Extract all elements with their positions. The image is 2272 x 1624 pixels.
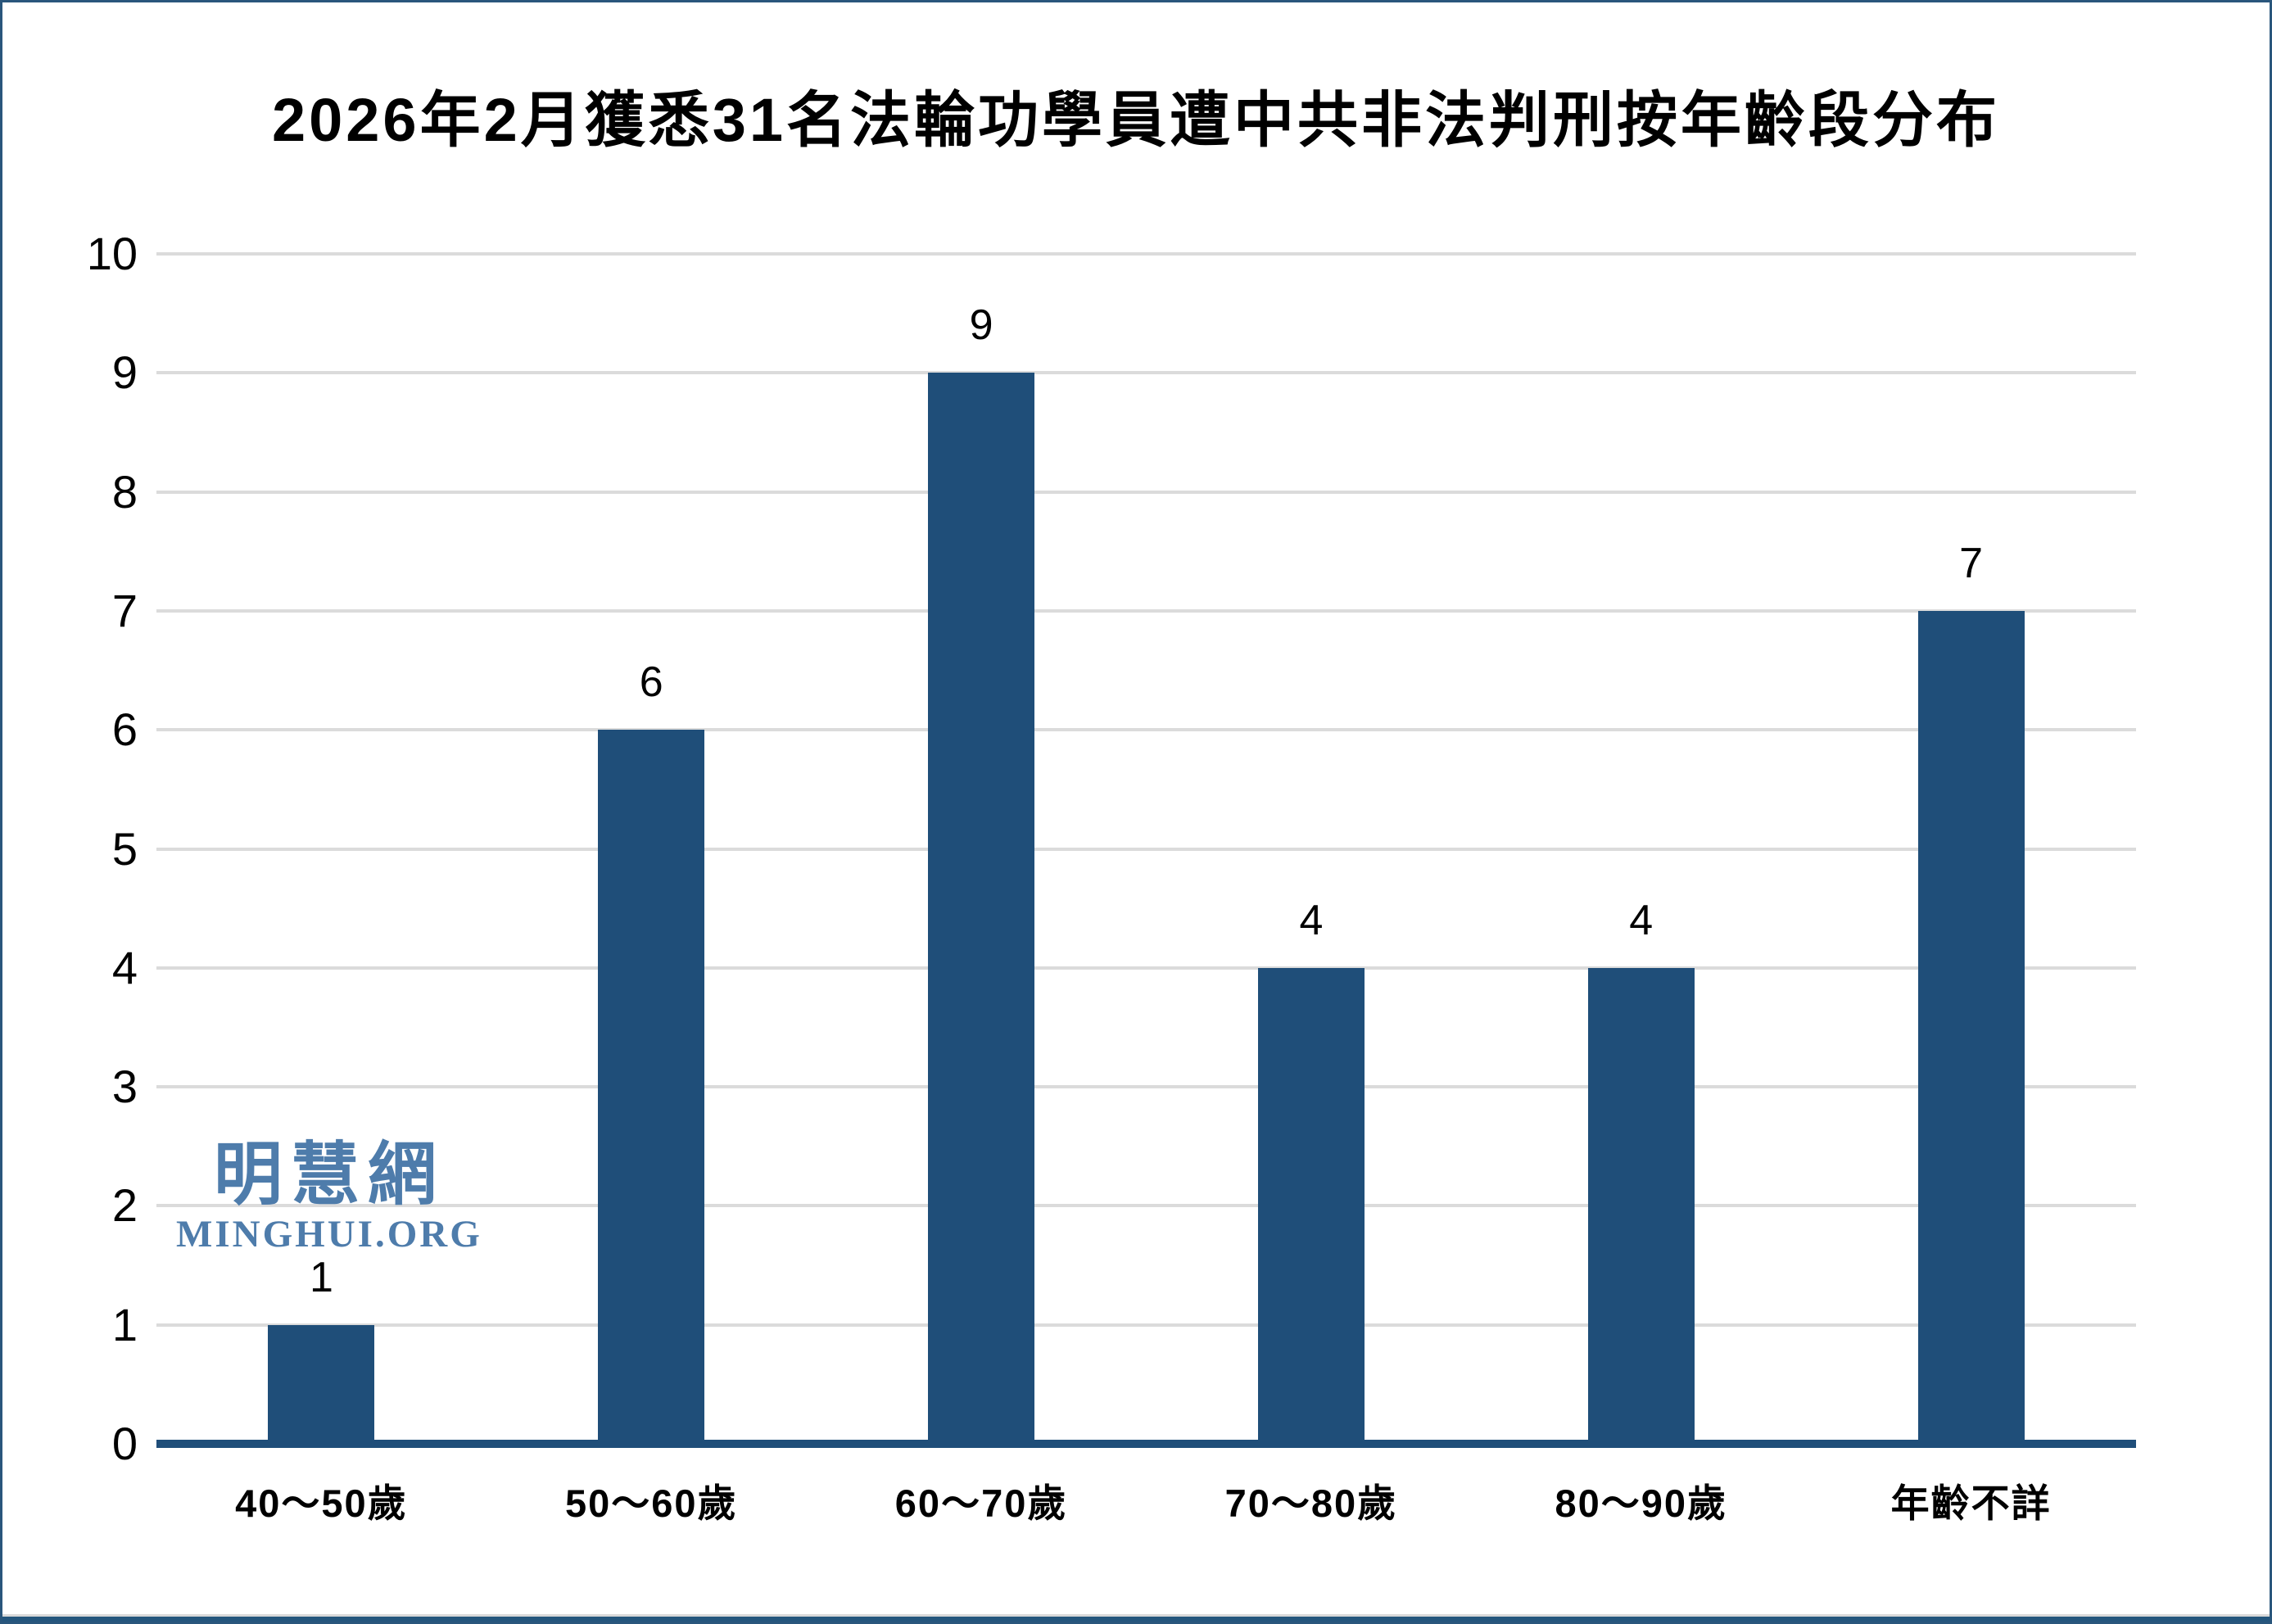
y-tick-label-7: 7 [111, 584, 138, 636]
y-tick-label-5: 5 [111, 822, 138, 875]
plot-area: 1 6 9 4 4 7 [156, 252, 2136, 1448]
y-tick-label-9: 9 [111, 346, 138, 399]
y-tick-label-3: 3 [111, 1061, 138, 1113]
bar-value-label-70～80歲: 4 [1299, 896, 1324, 944]
minghui-watermark: 明慧網 MINGHUI.ORG [176, 1138, 482, 1255]
gridline-y-9 [156, 371, 2136, 375]
gridline-y-5 [156, 847, 2136, 851]
watermark-latin-text: MINGHUI.ORG [176, 1213, 482, 1255]
bar-年齡不詳 [1917, 610, 2025, 1444]
bar-80～90歲 [1587, 967, 1695, 1444]
gridline-y-8 [156, 490, 2136, 494]
y-tick-label-2: 2 [111, 1179, 138, 1232]
x-tick-label-70～80歲: 70～80歲 [1224, 1482, 1398, 1525]
x-tick-label-50～60歲: 50～60歲 [564, 1482, 738, 1525]
x-tick-label-80～90歲: 80～90歲 [1555, 1482, 1728, 1525]
gridline-y-3 [156, 1085, 2136, 1089]
y-tick-label-1: 1 [111, 1298, 138, 1350]
gridline-y-4 [156, 966, 2136, 970]
gridline-y-1 [156, 1323, 2136, 1327]
bar-40～50歲 [268, 1324, 375, 1444]
y-tick-label-4: 4 [111, 941, 138, 993]
bar-value-label-50～60歲: 6 [639, 658, 663, 707]
x-axis-baseline [156, 1440, 2136, 1448]
x-tick-label-年齡不詳: 年齡不詳 [1890, 1482, 2052, 1525]
bar-value-label-年齡不詳: 7 [1959, 539, 1984, 587]
bar-50～60歲 [598, 730, 705, 1444]
gridline-y-10 [156, 252, 2136, 256]
bar-70～80歲 [1257, 967, 1365, 1444]
x-tick-label-40～50歲: 40～50歲 [235, 1482, 408, 1525]
gridline-y-6 [156, 728, 2136, 732]
bar-value-label-40～50歲: 1 [309, 1253, 333, 1301]
x-tick-label-60～70歲: 60～70歲 [894, 1482, 1068, 1525]
chart-title: 2026年2月獲悉31名法輪功學員遭中共非法判刑按年齡段分布 [271, 86, 2001, 154]
y-tick-label-10: 10 [86, 228, 138, 279]
gridline-y-2 [156, 1204, 2136, 1208]
watermark-cjk-text: 明慧網 [213, 1136, 445, 1213]
gridline-y-7 [156, 608, 2136, 613]
y-tick-label-0: 0 [111, 1418, 138, 1469]
bar-60～70歲 [928, 373, 1035, 1444]
bar-value-label-60～70歲: 9 [969, 301, 993, 350]
y-tick-label-8: 8 [111, 465, 138, 518]
y-tick-label-6: 6 [111, 703, 138, 756]
bar-value-label-80～90歲: 4 [1629, 896, 1654, 944]
bottom-accent-bar [2, 1614, 2270, 1622]
